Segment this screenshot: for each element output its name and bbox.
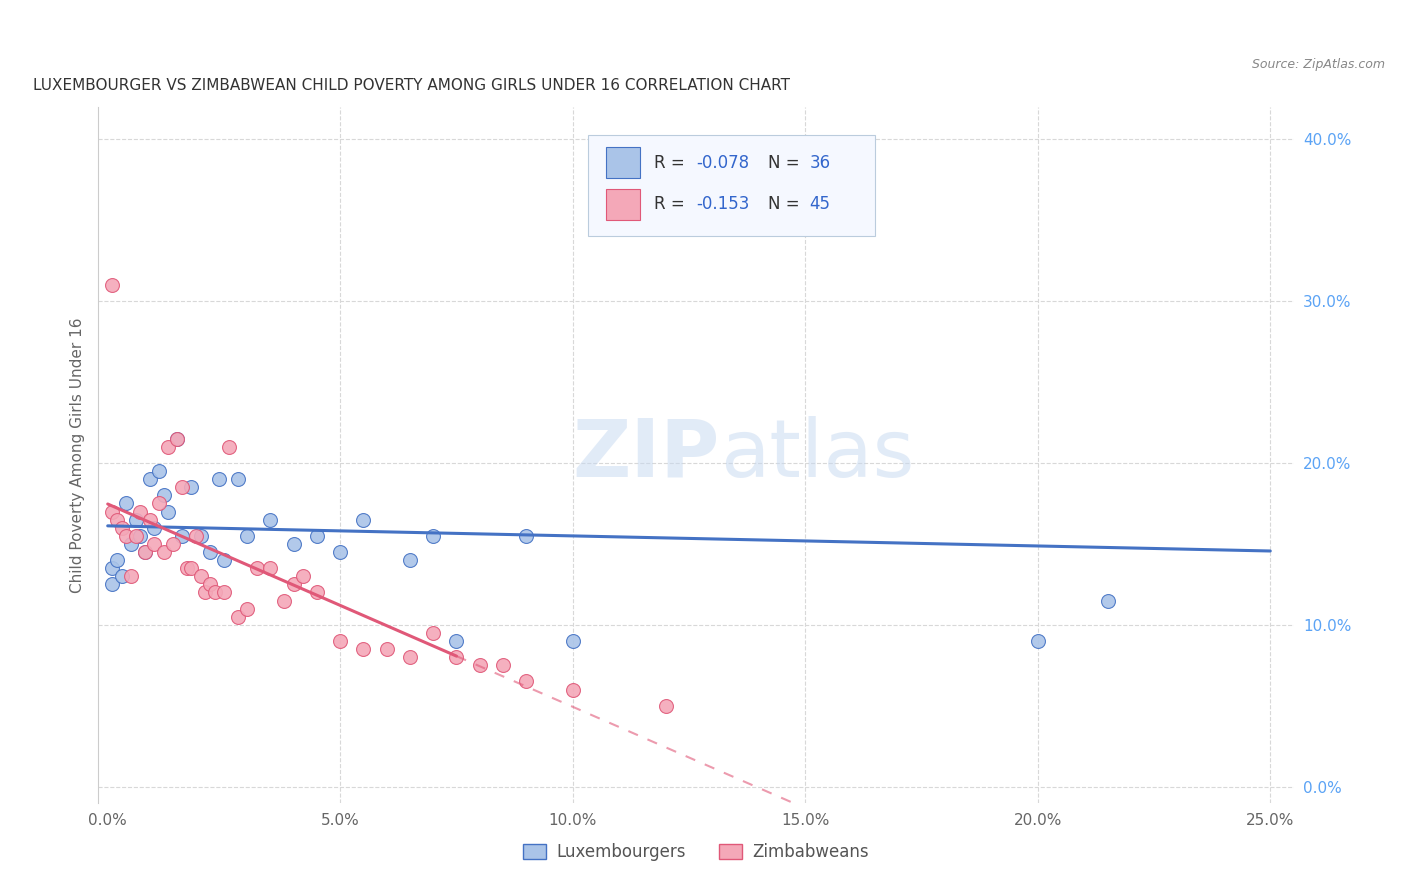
Point xyxy=(375,642,398,657)
Point xyxy=(180,561,202,575)
Point xyxy=(245,561,267,575)
Point xyxy=(422,626,444,640)
Point xyxy=(283,537,305,551)
Point xyxy=(305,585,328,599)
Point xyxy=(283,577,305,591)
Point xyxy=(259,513,281,527)
Point xyxy=(105,513,128,527)
Text: Source: ZipAtlas.com: Source: ZipAtlas.com xyxy=(1251,58,1385,71)
Point xyxy=(120,537,142,551)
Point xyxy=(190,529,212,543)
Text: -0.078: -0.078 xyxy=(696,153,749,171)
Point xyxy=(655,698,678,713)
Point xyxy=(148,496,170,510)
Point xyxy=(218,440,240,454)
Point xyxy=(101,504,124,518)
Point xyxy=(273,593,295,607)
Point xyxy=(184,529,207,543)
Point xyxy=(152,488,174,502)
Text: N =: N = xyxy=(768,153,799,171)
Point xyxy=(515,529,537,543)
Point xyxy=(292,569,315,583)
Point xyxy=(212,553,235,567)
Point xyxy=(129,504,152,518)
Point xyxy=(143,537,166,551)
FancyBboxPatch shape xyxy=(606,189,640,219)
Text: 36: 36 xyxy=(810,153,831,171)
Point xyxy=(120,569,142,583)
Point xyxy=(561,634,583,648)
Text: 45: 45 xyxy=(810,195,831,213)
Point xyxy=(134,545,156,559)
Point xyxy=(190,569,212,583)
Point xyxy=(794,213,817,227)
Point xyxy=(166,432,188,446)
Text: ZIP: ZIP xyxy=(572,416,720,494)
Point xyxy=(115,529,138,543)
Point xyxy=(134,545,156,559)
Point xyxy=(138,472,160,486)
Point xyxy=(101,561,124,575)
Point xyxy=(329,634,352,648)
Point xyxy=(157,440,180,454)
Point xyxy=(259,561,281,575)
Point xyxy=(468,658,491,673)
Point xyxy=(105,553,128,567)
Point xyxy=(129,529,152,543)
Point xyxy=(236,529,259,543)
Point xyxy=(446,634,468,648)
Point xyxy=(515,674,537,689)
Point xyxy=(204,585,226,599)
Point xyxy=(208,472,231,486)
Point xyxy=(157,504,180,518)
FancyBboxPatch shape xyxy=(606,147,640,178)
Point xyxy=(143,521,166,535)
Point xyxy=(101,577,124,591)
Text: N =: N = xyxy=(768,195,799,213)
Point xyxy=(101,278,124,293)
Point xyxy=(111,521,134,535)
Point xyxy=(162,537,184,551)
Point xyxy=(194,585,217,599)
Point xyxy=(226,472,249,486)
Point xyxy=(115,496,138,510)
Point xyxy=(561,682,583,697)
Point xyxy=(353,642,375,657)
Point xyxy=(305,529,328,543)
Point xyxy=(422,529,444,543)
Text: R =: R = xyxy=(654,195,685,213)
Point xyxy=(1097,593,1119,607)
Point xyxy=(226,609,249,624)
Point xyxy=(446,650,468,665)
Point xyxy=(1026,634,1049,648)
Text: atlas: atlas xyxy=(720,416,914,494)
Point xyxy=(212,585,235,599)
Point xyxy=(180,480,202,494)
Point xyxy=(111,569,134,583)
Text: LUXEMBOURGER VS ZIMBABWEAN CHILD POVERTY AMONG GIRLS UNDER 16 CORRELATION CHART: LUXEMBOURGER VS ZIMBABWEAN CHILD POVERTY… xyxy=(32,78,790,94)
Point xyxy=(492,658,515,673)
Text: R =: R = xyxy=(654,153,685,171)
Point xyxy=(399,553,422,567)
Point xyxy=(166,432,188,446)
Point xyxy=(176,561,198,575)
Point xyxy=(172,529,194,543)
Point xyxy=(124,513,146,527)
Point xyxy=(148,464,170,478)
Point xyxy=(172,480,194,494)
Point xyxy=(399,650,422,665)
Point xyxy=(198,545,221,559)
Point xyxy=(198,577,221,591)
Point xyxy=(329,545,352,559)
FancyBboxPatch shape xyxy=(589,135,876,235)
Point xyxy=(138,513,160,527)
Text: -0.153: -0.153 xyxy=(696,195,749,213)
Legend: Luxembourgers, Zimbabweans: Luxembourgers, Zimbabweans xyxy=(516,836,876,868)
Point xyxy=(124,529,146,543)
Point xyxy=(236,601,259,615)
Point xyxy=(152,545,174,559)
Point xyxy=(353,513,375,527)
Y-axis label: Child Poverty Among Girls Under 16: Child Poverty Among Girls Under 16 xyxy=(69,318,84,592)
